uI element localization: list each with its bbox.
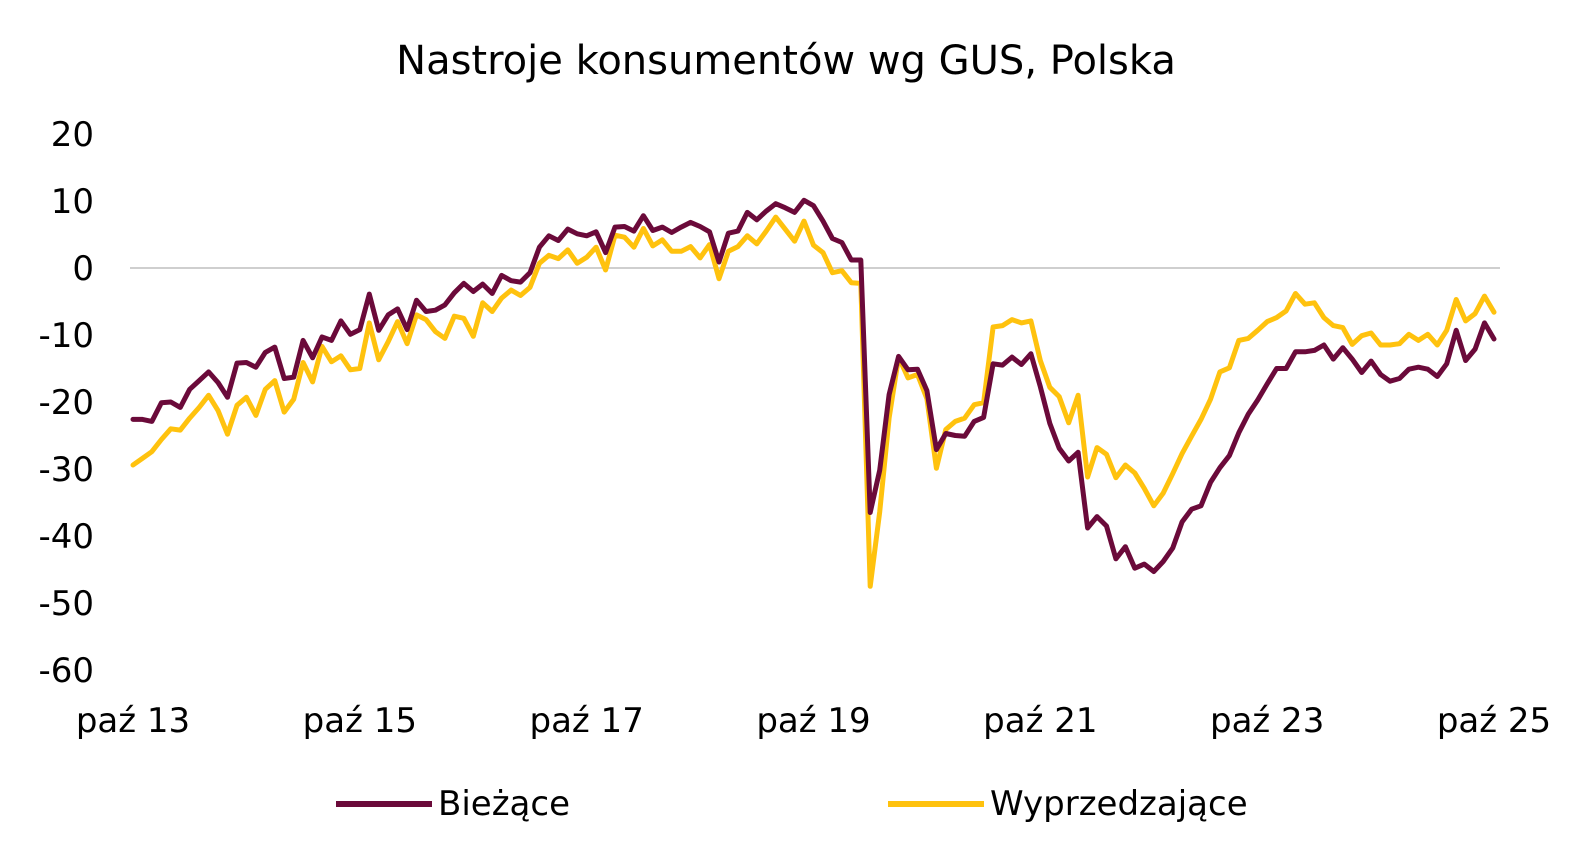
x-tick-label: paź 13 [76, 701, 190, 741]
y-tick-label: -40 [38, 517, 94, 557]
series-line-wyprzedzajace [130, 214, 1497, 589]
legend-label-wyprzedzajace: Wyprzedzające [990, 784, 1248, 824]
x-tick-label: paź 19 [756, 701, 870, 741]
x-tick-label: paź 15 [303, 701, 417, 741]
legend-swatch-wyprzedzajace [888, 801, 984, 807]
x-tick-label: paź 17 [529, 701, 643, 741]
chart-title: Nastroje konsumentów wg GUS, Polska [396, 38, 1176, 84]
y-tick-label: -10 [38, 316, 94, 356]
legend-label-biezace: Bieżące [438, 784, 570, 824]
legend-item-wyprzedzajace: Wyprzedzające [888, 780, 1248, 828]
x-tick-label: paź 25 [1437, 701, 1551, 741]
y-tick-label: 0 [72, 249, 94, 289]
series-line-biezace [130, 197, 1497, 574]
x-tick-label: paź 21 [983, 701, 1097, 741]
x-tick-label: paź 23 [1210, 701, 1324, 741]
y-axis-ticks: 20 10 0 -10 -20 -30 -40 -50 -60 [38, 115, 94, 691]
y-tick-label: -20 [38, 383, 94, 423]
y-tick-label: 10 [51, 182, 94, 222]
legend-swatch-biezace [336, 801, 432, 807]
y-tick-label: -60 [38, 651, 94, 691]
y-tick-label: -50 [38, 584, 94, 624]
legend-item-biezace: Bieżące [336, 780, 570, 828]
x-axis-ticks: paź 13 paź 15 paź 17 paź 19 paź 21 paź 23 paź … [76, 701, 1551, 741]
y-tick-label: -30 [38, 450, 94, 490]
legend: Bieżące Wyprzedzające [0, 780, 1572, 830]
series-layer [130, 197, 1497, 589]
y-tick-label: 20 [51, 115, 94, 155]
